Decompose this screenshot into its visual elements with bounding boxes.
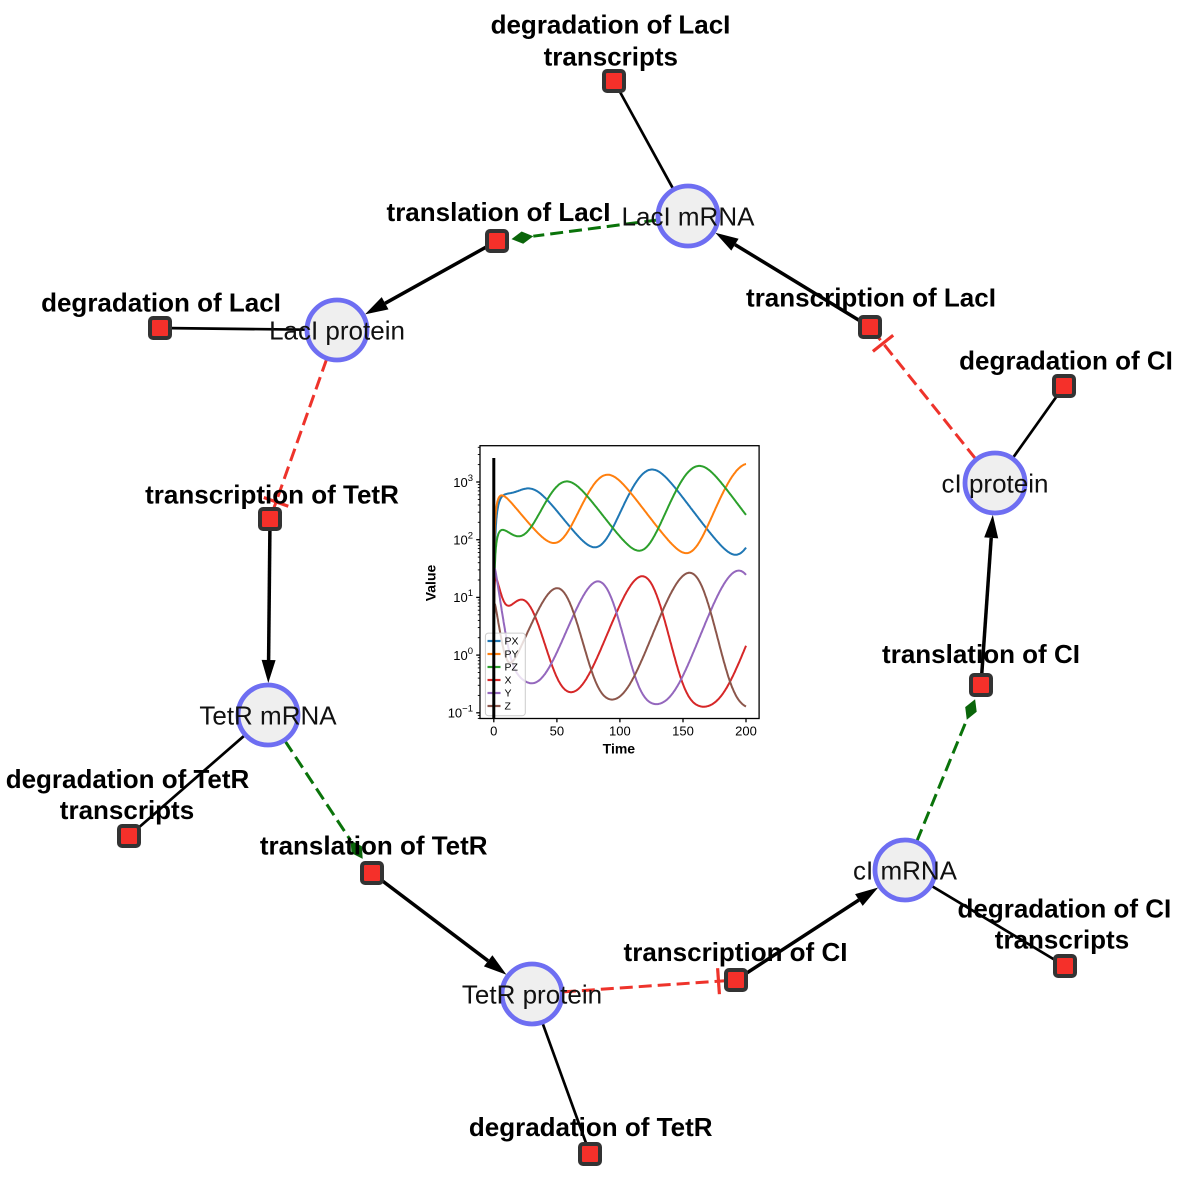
svg-text:PZ: PZ xyxy=(505,662,519,674)
svg-text:Z: Z xyxy=(505,701,512,713)
svg-text:Y: Y xyxy=(505,688,512,700)
svg-text:transcription of LacI: transcription of LacI xyxy=(746,282,996,312)
svg-text:transcripts: transcripts xyxy=(995,925,1129,955)
svg-text:cI mRNA: cI mRNA xyxy=(853,856,958,886)
svg-text:PX: PX xyxy=(505,636,519,648)
svg-text:50: 50 xyxy=(550,724,564,739)
svg-text:transcripts: transcripts xyxy=(544,41,678,71)
svg-text:LacI mRNA: LacI mRNA xyxy=(622,202,756,232)
svg-text:degradation of LacI: degradation of LacI xyxy=(41,288,281,318)
svg-text:LacI protein: LacI protein xyxy=(269,316,405,346)
svg-text:200: 200 xyxy=(735,724,757,739)
svg-text:100: 100 xyxy=(609,724,631,739)
svg-text:0: 0 xyxy=(490,724,497,739)
svg-text:transcription of TetR: transcription of TetR xyxy=(145,480,399,510)
svg-text:Value: Value xyxy=(423,565,439,602)
svg-text:transcripts: transcripts xyxy=(60,795,194,825)
svg-text:Time: Time xyxy=(603,740,636,756)
svg-text:degradation of TetR: degradation of TetR xyxy=(469,1112,713,1142)
svg-text:degradation of CI: degradation of CI xyxy=(958,893,1172,923)
svg-text:degradation of TetR: degradation of TetR xyxy=(6,764,250,794)
svg-text:degradation of LacI: degradation of LacI xyxy=(491,10,731,40)
svg-text:150: 150 xyxy=(672,724,694,739)
svg-text:cI protein: cI protein xyxy=(942,469,1049,499)
svg-text:TetR protein: TetR protein xyxy=(462,980,602,1010)
svg-text:translation of CI: translation of CI xyxy=(882,639,1080,669)
svg-text:X: X xyxy=(505,675,512,687)
svg-text:transcription of CI: transcription of CI xyxy=(624,937,848,967)
svg-text:degradation of CI: degradation of CI xyxy=(959,345,1173,375)
svg-text:translation of LacI: translation of LacI xyxy=(387,197,611,227)
svg-text:PY: PY xyxy=(505,649,519,661)
svg-text:TetR mRNA: TetR mRNA xyxy=(199,701,337,731)
svg-text:translation of TetR: translation of TetR xyxy=(260,831,488,861)
